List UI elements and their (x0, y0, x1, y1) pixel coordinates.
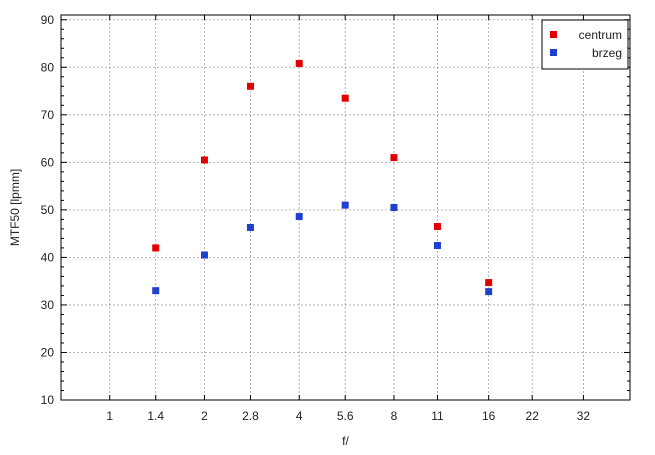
point-centrum (341, 94, 349, 102)
point-centrum (200, 156, 208, 164)
x-tick-label: 5.6 (337, 409, 354, 423)
x-tick-label: 8 (391, 409, 398, 423)
y-tick-label: 70 (41, 108, 55, 122)
legend-swatch-brzeg (550, 49, 557, 56)
x-tick-labels: 1 1.4 2 2.8 4 5.6 8 11 16 22 32 (106, 409, 590, 423)
axis-ticks (61, 15, 630, 401)
y-tick-label: 90 (41, 13, 55, 27)
x-tick-label: 16 (482, 409, 496, 423)
x-tick-label: 1.4 (147, 409, 164, 423)
legend-label-brzeg: brzeg (592, 46, 622, 60)
y-tick-label: 60 (41, 155, 55, 169)
y-tick-label: 50 (41, 203, 55, 217)
x-tick-label: 4 (296, 409, 303, 423)
legend: centrum brzeg (541, 19, 629, 70)
point-centrum (390, 154, 398, 162)
y-tick-label: 80 (41, 60, 55, 74)
point-brzeg (246, 223, 254, 231)
legend-box (541, 19, 629, 70)
y-tick-label: 20 (41, 345, 55, 359)
legend-swatch-centrum (550, 31, 557, 38)
y-tick-label: 40 (41, 250, 55, 264)
x-tick-label: 2 (201, 409, 208, 423)
x-tick-label: 1 (106, 409, 113, 423)
x-tick-label: 2.8 (242, 409, 259, 423)
y-tick-label: 30 (41, 298, 55, 312)
point-centrum (295, 59, 303, 67)
legend-label-centrum: centrum (579, 28, 622, 42)
x-tick-label: 32 (577, 409, 591, 423)
x-axis-label: f/ (342, 434, 349, 448)
point-brzeg (152, 287, 160, 295)
point-brzeg (200, 251, 208, 259)
point-centrum (152, 244, 160, 252)
x-tick-label: 11 (431, 409, 444, 423)
y-tick-label: 10 (41, 393, 55, 407)
point-brzeg (390, 204, 398, 211)
point-brzeg (341, 201, 349, 209)
point-centrum (485, 279, 493, 287)
point-centrum (433, 223, 441, 231)
grid (61, 15, 630, 401)
x-tick-label: 22 (526, 409, 540, 423)
point-brzeg (295, 213, 303, 221)
point-brzeg (433, 242, 441, 250)
y-tick-labels: 10 20 30 40 50 60 70 80 90 (41, 13, 55, 407)
y-axis-label: MTF50 [lpmm] (8, 169, 22, 246)
data-points (152, 59, 493, 296)
point-centrum (246, 82, 254, 90)
point-brzeg (485, 288, 493, 296)
